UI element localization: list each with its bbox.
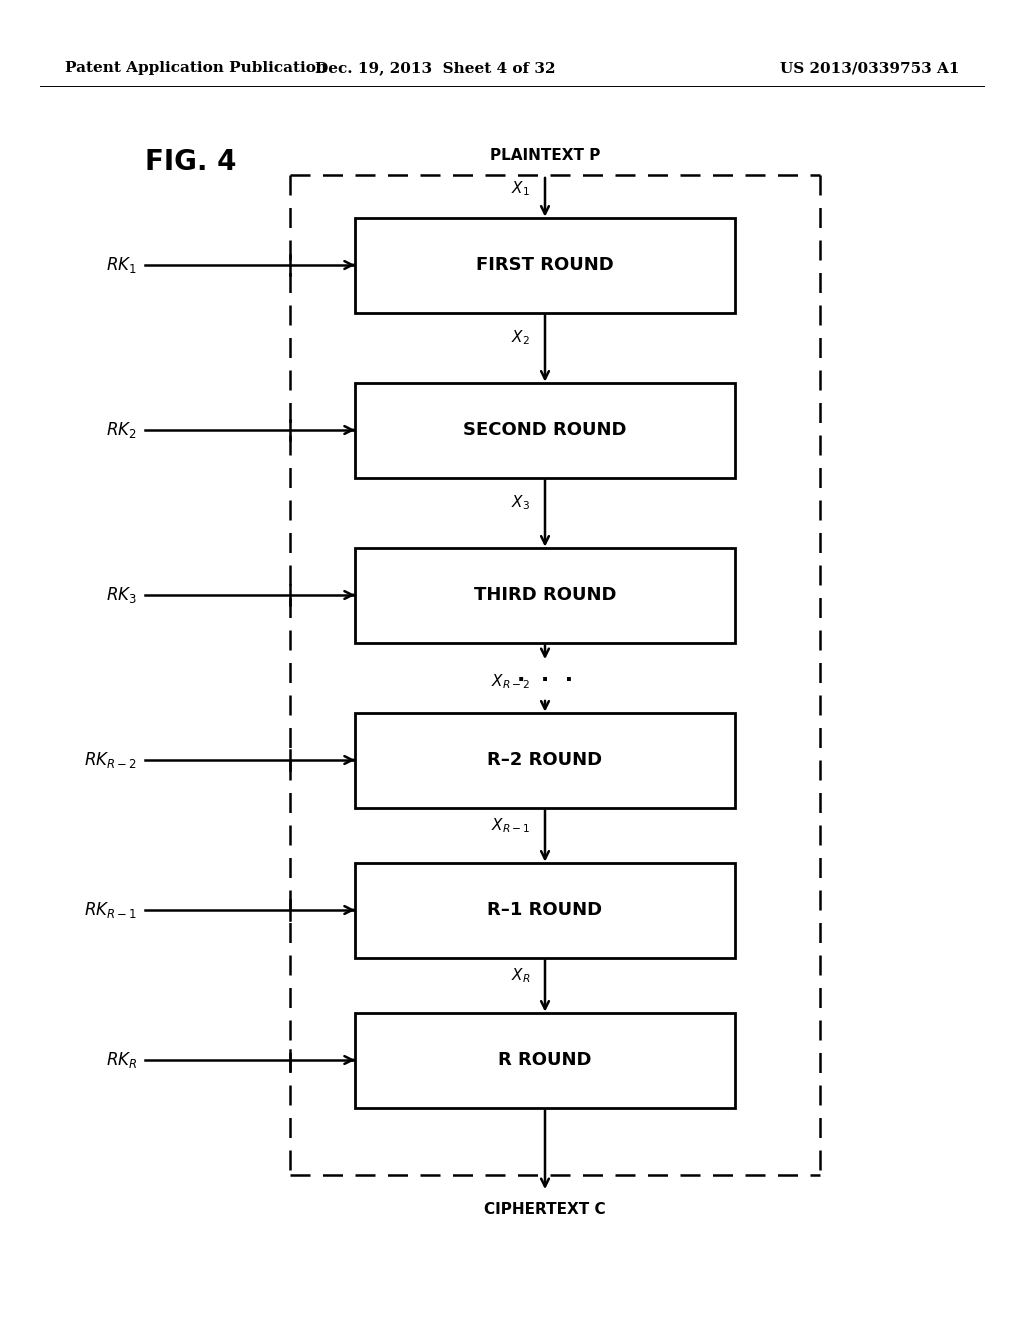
Text: FIRST ROUND: FIRST ROUND xyxy=(476,256,613,275)
Bar xyxy=(355,862,735,957)
Text: R–2 ROUND: R–2 ROUND xyxy=(487,751,602,770)
Bar xyxy=(355,548,735,643)
Text: $RK_{R-2}$: $RK_{R-2}$ xyxy=(84,750,137,770)
Text: $RK_1$: $RK_1$ xyxy=(106,255,137,275)
Text: $RK_{R-1}$: $RK_{R-1}$ xyxy=(84,900,137,920)
Bar xyxy=(355,218,735,313)
Text: $RK_2$: $RK_2$ xyxy=(106,420,137,440)
Bar xyxy=(355,1012,735,1107)
Text: R–1 ROUND: R–1 ROUND xyxy=(487,902,602,919)
Text: CIPHERTEXT C: CIPHERTEXT C xyxy=(484,1203,606,1217)
Bar xyxy=(355,713,735,808)
Text: FIG. 4: FIG. 4 xyxy=(145,148,237,176)
Text: US 2013/0339753 A1: US 2013/0339753 A1 xyxy=(780,61,961,75)
Text: SECOND ROUND: SECOND ROUND xyxy=(463,421,627,440)
Text: PLAINTEXT P: PLAINTEXT P xyxy=(489,148,600,162)
Text: Dec. 19, 2013  Sheet 4 of 32: Dec. 19, 2013 Sheet 4 of 32 xyxy=(314,61,555,75)
Text: $X_{R-1}$: $X_{R-1}$ xyxy=(490,816,530,836)
Text: $X_{R-2}$: $X_{R-2}$ xyxy=(490,673,530,692)
Text: $X_1$: $X_1$ xyxy=(511,180,530,198)
Text: $X_R$: $X_R$ xyxy=(511,966,530,985)
Text: R ROUND: R ROUND xyxy=(499,1051,592,1069)
Text: $RK_3$: $RK_3$ xyxy=(106,585,137,605)
Text: Patent Application Publication: Patent Application Publication xyxy=(65,61,327,75)
Text: $X_2$: $X_2$ xyxy=(511,329,530,347)
Text: ·  ·  ·: · · · xyxy=(517,671,573,690)
Text: $X_3$: $X_3$ xyxy=(511,494,530,512)
Text: THIRD ROUND: THIRD ROUND xyxy=(474,586,616,605)
Bar xyxy=(355,383,735,478)
Text: $RK_R$: $RK_R$ xyxy=(105,1049,137,1071)
